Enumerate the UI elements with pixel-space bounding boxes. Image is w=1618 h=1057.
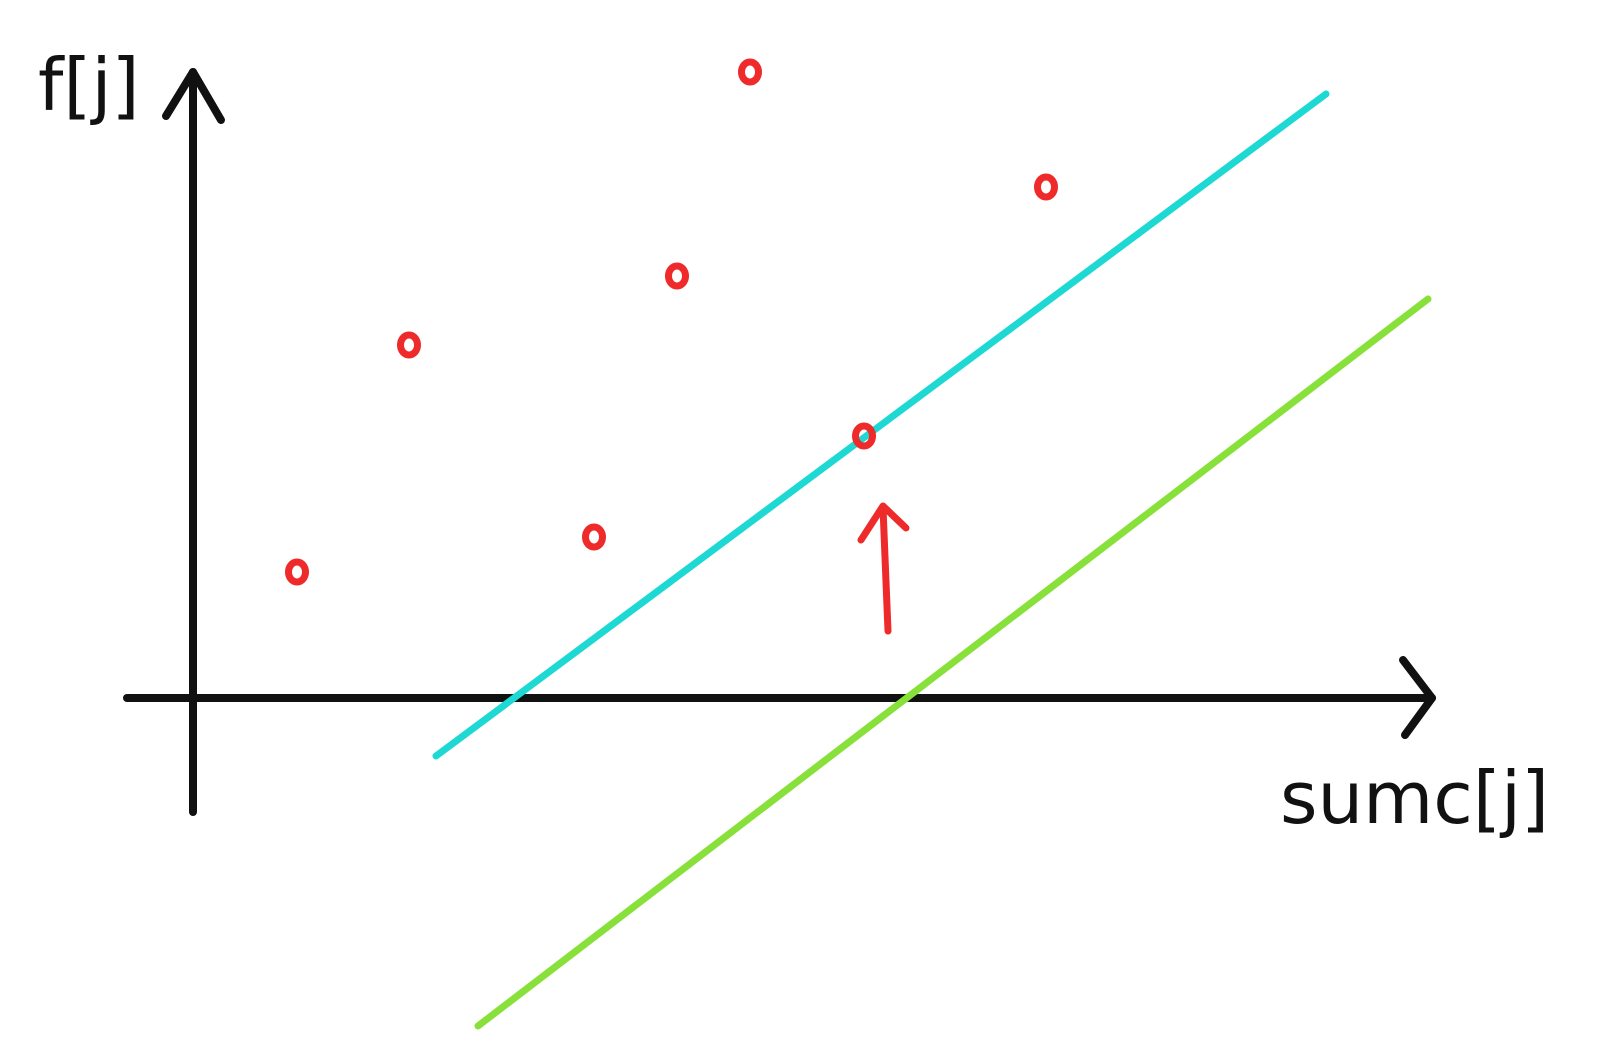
point (285, 558, 309, 586)
point (738, 58, 762, 86)
cyan-line (432, 90, 1330, 760)
green-line (474, 295, 1432, 1030)
up-arrow-head (857, 502, 910, 544)
point (397, 331, 421, 359)
x-axis-label: sumc[j] (1280, 756, 1549, 840)
axes (123, 68, 1436, 816)
up-arrow (857, 502, 910, 635)
point-on-tangent (852, 422, 876, 450)
y-axis-label: f[j] (38, 43, 140, 127)
points (285, 58, 1058, 586)
up-arrow-shaft (879, 504, 892, 635)
point (665, 262, 689, 290)
x-axis-arrowhead (1399, 656, 1436, 739)
point (582, 523, 606, 551)
point (1034, 173, 1058, 201)
y-axis-arrowhead (162, 68, 225, 124)
